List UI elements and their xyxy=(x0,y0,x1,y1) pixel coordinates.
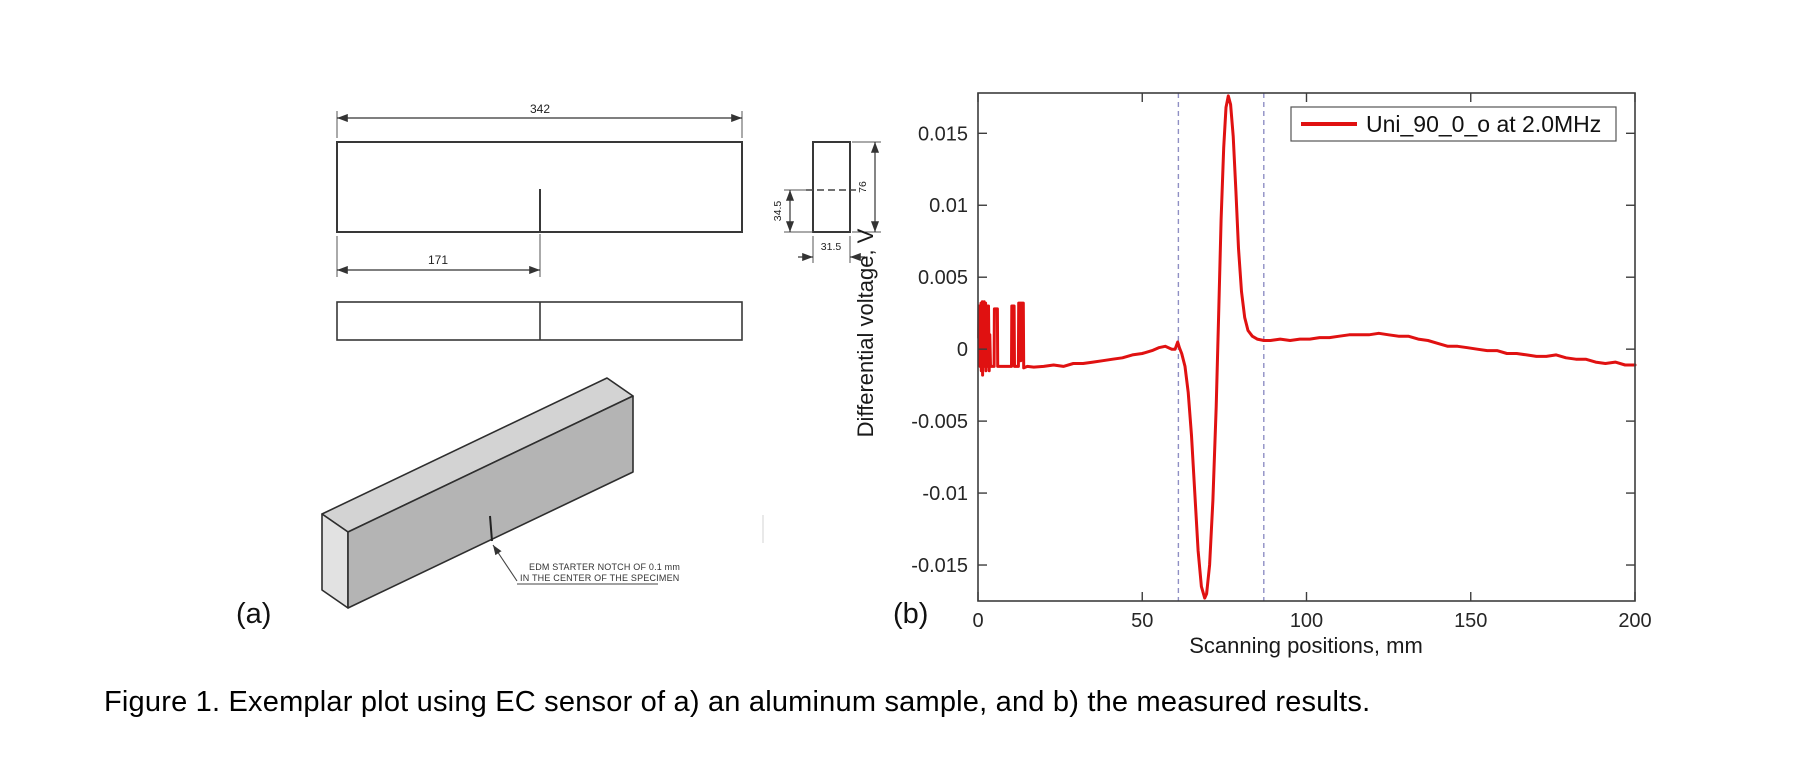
y-tick-label: 0.005 xyxy=(918,267,968,289)
side-view: 34.5 76 31.5 xyxy=(772,141,881,263)
y-tick-label: 0 xyxy=(957,339,968,361)
panel-b-label: (b) xyxy=(893,598,929,630)
dim-label-length: 342 xyxy=(530,102,550,116)
bottom-view xyxy=(336,301,743,341)
y-tick-label: -0.01 xyxy=(922,483,968,505)
dim-label-height: 76 xyxy=(857,181,869,193)
x-tick-label: 200 xyxy=(1618,610,1651,632)
y-axis-label: Differential voltage, V xyxy=(853,228,878,437)
bar-front-face xyxy=(347,395,634,609)
isometric-view: EDM STARTER NOTCH OF 0.1 mm IN THE CENTE… xyxy=(321,377,680,609)
y-tick-label: -0.005 xyxy=(911,411,968,433)
x-tick-label: 50 xyxy=(1131,610,1153,632)
x-tick-label: 150 xyxy=(1454,610,1487,632)
series-line xyxy=(977,94,1637,600)
front-view: 342 171 xyxy=(336,102,743,277)
x-tick-label: 100 xyxy=(1290,610,1323,632)
y-tick-label: 0.015 xyxy=(918,123,968,145)
notch-leader-line xyxy=(492,544,518,582)
notch-note-line2: IN THE CENTER OF THE SPECIMEN xyxy=(520,573,680,583)
legend-label: Uni_90_0_o at 2.0MHz xyxy=(1366,111,1601,137)
panel-a-label: (a) xyxy=(236,598,272,630)
dim-label-half-length: 171 xyxy=(428,253,448,267)
image-edge-artifact xyxy=(762,515,764,543)
y-tick-label: -0.015 xyxy=(911,555,968,577)
bar-notch-line xyxy=(489,515,493,542)
side-view-outline xyxy=(812,141,851,233)
front-view-outline xyxy=(336,141,743,233)
x-axis-label: Scanning positions, mm xyxy=(1189,633,1423,658)
dim-label-width: 31.5 xyxy=(821,241,842,253)
dim-label-notch-offset: 34.5 xyxy=(772,201,784,222)
notch-note-line1: EDM STARTER NOTCH OF 0.1 mm xyxy=(529,562,680,572)
x-tick-label: 0 xyxy=(972,610,983,632)
figure-caption: Figure 1. Exemplar plot using EC sensor … xyxy=(104,686,1371,718)
axis-box xyxy=(977,92,1636,602)
y-tick-label: 0.01 xyxy=(929,195,968,217)
